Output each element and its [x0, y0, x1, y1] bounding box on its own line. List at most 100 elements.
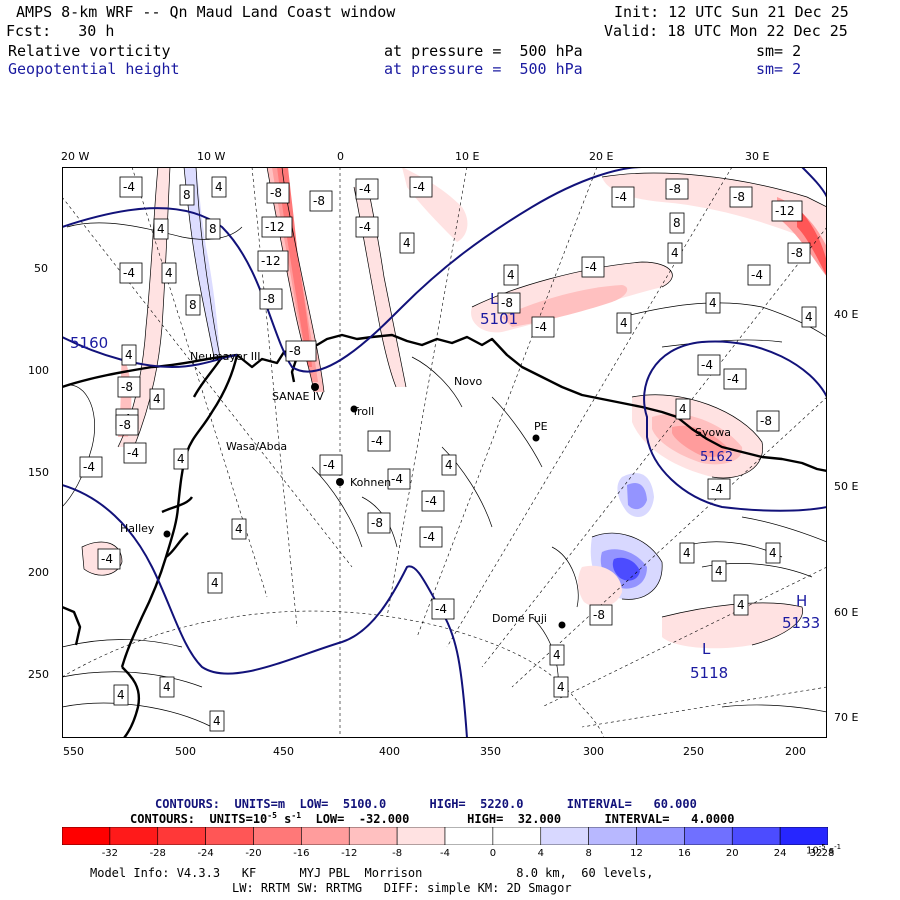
svg-text:-8: -8 [371, 516, 383, 530]
station-label-syowa: Syowa [695, 426, 731, 439]
svg-text:-8: -8 [289, 344, 301, 358]
colorbar-swatch [157, 827, 206, 845]
svg-text:-8: -8 [263, 292, 275, 306]
svg-text:-4: -4 [425, 494, 437, 508]
svg-text:-4: -4 [535, 320, 547, 334]
svg-text:4: 4 [683, 546, 691, 560]
svg-text:-8: -8 [760, 414, 772, 428]
station-label-troll: Troll [352, 405, 375, 418]
grid-x-250: 250 [683, 745, 704, 758]
colorbar-swatch [62, 827, 111, 845]
field2-level: at pressure = 500 hPa [384, 60, 583, 78]
svg-text:-4: -4 [323, 458, 335, 472]
colorbar-swatch [205, 827, 254, 845]
colorbar-unit: 10-5 s-1 [806, 843, 842, 857]
svg-text:-4: -4 [435, 602, 447, 616]
grid-y-150: 150 [28, 466, 49, 479]
colorbar-swatch [588, 827, 637, 845]
grid-y-50: 50 [34, 262, 48, 275]
field1-level: at pressure = 500 hPa [384, 42, 583, 60]
svg-text:4: 4 [769, 546, 777, 560]
map-frame [62, 167, 827, 738]
pe-marker [532, 434, 540, 442]
svg-text:-12: -12 [261, 254, 281, 268]
svg-text:-8: -8 [121, 380, 133, 394]
svg-text:4: 4 [403, 236, 411, 250]
svg-text:-4: -4 [751, 268, 763, 282]
svg-text:4: 4 [620, 316, 628, 330]
map-canvas: -4 8 4 -8 -12 4 -8 8 -4 -4 -4 4 -12 -4 4… [62, 167, 827, 738]
model-info-line1: Model Info: V4.3.3 KF MYJ PBL Morrison 8… [90, 866, 654, 880]
svg-text:4: 4 [553, 648, 561, 662]
colorbar-tick-label: 12 [630, 848, 643, 859]
grid-x-200: 200 [785, 745, 806, 758]
low-marker-2: L [702, 640, 711, 658]
svg-text:-4: -4 [585, 260, 597, 274]
dome-fuji-marker [558, 621, 566, 629]
lon-label-70e: 70 E [834, 711, 859, 724]
svg-text:4: 4 [215, 180, 223, 194]
height-label-5160: 5160 [70, 334, 109, 352]
coastline [62, 333, 827, 738]
station-markers [163, 383, 566, 629]
colorbar-swatch [348, 827, 398, 845]
svg-text:4: 4 [715, 564, 723, 578]
svg-text:8: 8 [209, 222, 217, 236]
svg-text:-12: -12 [775, 204, 795, 218]
colorbar-tick-label: 8 [585, 848, 592, 859]
colorbar-tick-label: -4 [440, 848, 450, 859]
lon-label-50e: 50 E [834, 480, 859, 493]
svg-text:4: 4 [117, 688, 125, 702]
contour-label-boxes: -4 8 4 -8 -12 4 -8 8 -4 -4 -4 4 -12 -4 4… [79, 176, 817, 732]
svg-text:4: 4 [679, 402, 687, 416]
lon-label-10e: 10 E [455, 150, 480, 163]
low-marker-1: L [490, 290, 499, 308]
svg-text:-4: -4 [83, 460, 95, 474]
svg-text:4: 4 [709, 296, 717, 310]
kohnen-marker [336, 478, 344, 486]
colorbar-swatch [540, 827, 589, 845]
init-time: Init: 12 UTC Sun 21 Dec 25 [614, 3, 849, 21]
colorbar-tick-label: -24 [197, 848, 214, 859]
colorbar-tick-label: -8 [392, 848, 403, 859]
colorbar-swatch [779, 827, 828, 845]
svg-text:4: 4 [737, 598, 745, 612]
high-marker-1: H [796, 592, 808, 610]
vorticity-contour-info: CONTOURS: UNITS=10-5 s-1 LOW= -32.000 HI… [130, 811, 735, 826]
svg-text:-8: -8 [270, 186, 282, 200]
svg-text:-4: -4 [727, 372, 739, 386]
svg-text:4: 4 [165, 266, 173, 280]
svg-text:-4: -4 [711, 482, 723, 496]
colorbar-tick-label: -16 [293, 848, 310, 859]
svg-text:-4: -4 [413, 180, 425, 194]
lon-label-30e: 30 E [745, 150, 770, 163]
station-label-novo: Novo [454, 375, 483, 388]
svg-text:4: 4 [235, 522, 243, 536]
colorbar-tick-label: 4 [537, 848, 544, 859]
colorbar-tick-label: 32 [809, 848, 823, 859]
field1-smoothing: sm= 2 [756, 42, 802, 60]
colorbar-tick-label: -20 [245, 848, 262, 859]
lon-label-60e: 60 E [834, 606, 859, 619]
colorbar [62, 827, 828, 845]
colorbar-swatch [109, 827, 159, 845]
colorbar-tick-label: 16 [678, 848, 691, 859]
lon-label-20w: 20 W [61, 150, 90, 163]
svg-text:4: 4 [557, 680, 565, 694]
sanae-marker [311, 383, 319, 391]
field2-name: Geopotential height [8, 60, 180, 78]
svg-text:4: 4 [125, 348, 133, 362]
svg-text:4: 4 [213, 714, 221, 728]
station-label-pe: PE [534, 420, 548, 433]
svg-text:4: 4 [163, 680, 171, 694]
grid-x-400: 400 [379, 745, 400, 758]
svg-text:-8: -8 [501, 296, 513, 310]
svg-text:4: 4 [805, 310, 813, 324]
svg-text:-4: -4 [391, 472, 403, 486]
colorbar-swatch [396, 827, 446, 845]
lon-label-40e: 40 E [834, 308, 859, 321]
forecast-hour: Fcst: 30 h [6, 22, 115, 40]
svg-text:-8: -8 [119, 418, 131, 432]
grid-y-250: 250 [28, 668, 49, 681]
svg-text:-4: -4 [615, 190, 627, 204]
